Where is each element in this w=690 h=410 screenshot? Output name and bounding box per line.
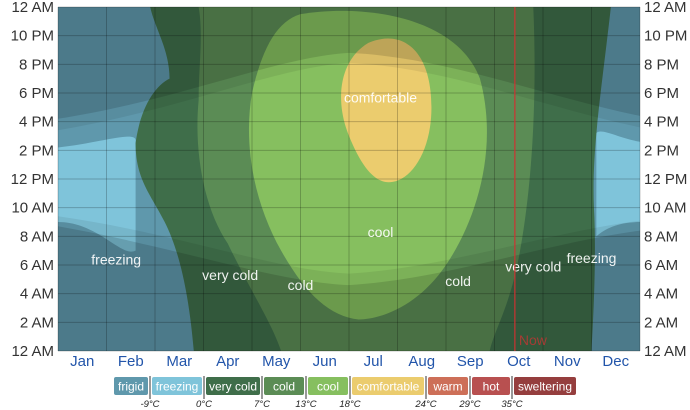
night-shade-morning (58, 226, 640, 351)
x-tick-label-month: Feb (118, 353, 144, 370)
legend-threshold: 35°C (501, 399, 522, 410)
y-tick-label-left: 12 AM (11, 0, 54, 16)
legend-label: warm (432, 380, 462, 394)
y-tick-label-left: 6 PM (19, 85, 54, 102)
x-tick-label-month: Mar (166, 353, 192, 370)
y-tick-label-right: 4 AM (644, 286, 678, 303)
band-freezing (58, 131, 640, 252)
legend-swatch (114, 377, 148, 395)
legend-label: cool (317, 380, 339, 394)
legend: frigid -9°C freezing 0°C very cold 7°Ccold13°… (114, 376, 576, 410)
x-axis-labels: Jan Feb Mar Apr May Jun Jul Aug Sep Oct Nov Dec (70, 353, 629, 370)
y-tick-label-right: 8 AM (644, 228, 678, 245)
band-label: very cold (505, 258, 561, 274)
y-tick-label-left: 4 AM (20, 286, 54, 303)
y-tick-label-left: 2 AM (20, 314, 54, 331)
y-tick-label-right: 12 AM (644, 0, 687, 16)
band-labels: comfortable cool cold cold very cold very col… (91, 89, 616, 293)
y-tick-label-right: 6 AM (644, 257, 678, 274)
band-label: very cold (202, 267, 258, 283)
legend-swatch (206, 377, 260, 395)
y-tick-label-right: 2 PM (644, 142, 679, 159)
y-axis-labels: 12 AM 12 AM 2 AM 2 AM 4 AM 4 AM 6 AM 6 AM 8 AM 8 … (11, 0, 688, 360)
legend-label: freezing (156, 380, 199, 394)
legend-swatch (428, 377, 468, 395)
y-tick-label-left: 12 PM (11, 171, 54, 188)
legend-swatch (152, 377, 202, 395)
y-tick-label-left: 10 PM (11, 28, 54, 45)
legend-threshold: 0°C (196, 399, 212, 410)
y-tick-label-left: 4 PM (19, 114, 54, 131)
x-tick-label-month: Oct (507, 353, 531, 370)
grid-lines (57, 6, 641, 352)
x-tick-label-month: Jan (70, 353, 94, 370)
night-shade-evening (58, 7, 640, 119)
legend-swatch (352, 377, 424, 395)
legend-label: frigid (118, 380, 144, 394)
x-tick-label-month: Jul (364, 353, 383, 370)
legend-threshold: 13°C (295, 399, 316, 410)
legend-label: sweltering (518, 380, 572, 394)
legend-label: hot (483, 380, 500, 394)
x-tick-label-month: Aug (408, 353, 435, 370)
band-label: freezing (91, 251, 141, 267)
band-label: cool (368, 224, 394, 240)
twilight-shade-evening (58, 7, 640, 131)
y-tick-label-right: 2 AM (644, 314, 678, 331)
y-tick-label-right: 8 PM (644, 56, 679, 73)
x-tick-label-month: Dec (602, 353, 629, 370)
legend-swatch (514, 377, 576, 395)
band-label: cold (445, 273, 471, 289)
twilight-shade-morning (58, 216, 640, 351)
band-label: comfortable (344, 89, 417, 105)
legend-label: comfortable (357, 380, 420, 394)
x-tick-label-month: Apr (216, 353, 239, 370)
band-comfortable (341, 38, 432, 183)
y-tick-label-left: 12 AM (11, 343, 54, 360)
legend-label: very cold (209, 380, 257, 394)
y-tick-label-left: 2 PM (19, 142, 54, 159)
y-tick-label-right: 4 PM (644, 114, 679, 131)
band-label: freezing (567, 250, 617, 266)
x-tick-label-month: May (262, 353, 291, 370)
y-tick-label-right: 10 AM (644, 200, 687, 217)
x-tick-label-month: Sep (457, 353, 484, 370)
y-tick-label-left: 6 AM (20, 257, 54, 274)
y-tick-label-right: 12 PM (644, 171, 687, 188)
legend-swatch (264, 377, 304, 395)
y-tick-label-right: 6 PM (644, 85, 679, 102)
plot-area (58, 7, 640, 351)
y-tick-label-right: 12 AM (644, 343, 687, 360)
now-label: Now (519, 332, 548, 348)
legend-threshold: -9°C (140, 399, 159, 410)
legend-swatch (472, 377, 510, 395)
legend-label: cold (273, 380, 295, 394)
x-tick-label-month: Jun (313, 353, 337, 370)
y-tick-label-left: 8 AM (20, 228, 54, 245)
legend-threshold: 7°C (254, 399, 270, 410)
x-tick-label-month: Nov (554, 353, 581, 370)
now-marker: Now (514, 7, 548, 351)
y-tick-label-right: 10 PM (644, 28, 687, 45)
legend-threshold: 18°C (339, 399, 360, 410)
band-label: cold (288, 277, 314, 293)
y-tick-label-left: 10 AM (11, 200, 54, 217)
y-tick-label-left: 8 PM (19, 56, 54, 73)
legend-threshold: 24°C (414, 399, 436, 410)
legend-threshold: 29°C (458, 399, 480, 410)
legend-swatch (308, 377, 348, 395)
